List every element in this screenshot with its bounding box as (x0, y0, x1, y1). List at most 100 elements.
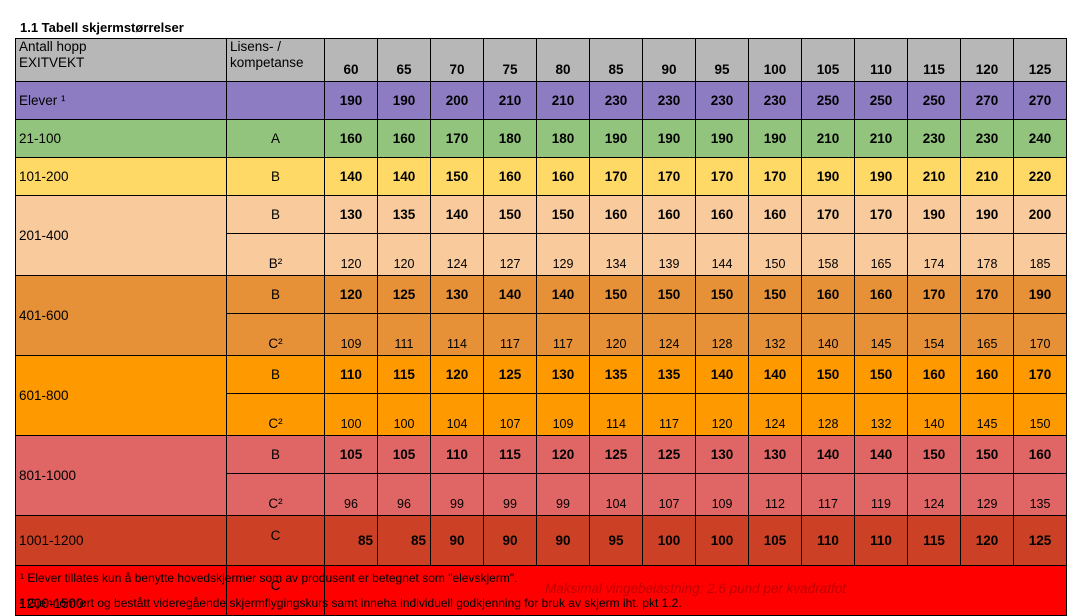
size-value-cell: 124 (748, 393, 802, 436)
size-value-cell: 99 (536, 473, 590, 516)
size-value-cell: 117 (483, 313, 537, 356)
range-cell: 801-1000 (15, 435, 227, 516)
size-value-cell: 145 (854, 313, 908, 356)
size-value-cell: 165 (854, 233, 908, 276)
size-value-cell: 105 (748, 515, 802, 566)
range-cell: 1001-1200 (15, 515, 227, 566)
size-value-cell: 90 (483, 515, 537, 566)
size-value-cell: 170 (1013, 355, 1067, 394)
size-value-cell: 132 (748, 313, 802, 356)
header-weight: 90 (642, 38, 696, 82)
header-license: Lisens- / kompetanse (226, 38, 325, 82)
size-value-cell: 150 (801, 355, 855, 394)
size-value-cell: 150 (1013, 393, 1067, 436)
size-value-cell: 100 (695, 515, 749, 566)
size-value-cell: 140 (536, 275, 590, 314)
license-cell: C² (226, 473, 325, 516)
size-value-cell: 160 (801, 275, 855, 314)
header-weight: 65 (377, 38, 431, 82)
size-value-cell: 139 (642, 233, 696, 276)
license-cell: C² (226, 313, 325, 356)
size-value-cell: 96 (377, 473, 431, 516)
size-value-cell: 144 (695, 233, 749, 276)
license-cell: B (226, 355, 325, 394)
table-row: 1001-1200 C 85 85 90 90 90 95 100 100 105 110 110 115… (15, 515, 1067, 566)
size-value-cell: 190 (1013, 275, 1067, 314)
size-value-cell: 160 (536, 157, 590, 196)
license-cell: B (226, 275, 325, 314)
size-value-cell: 170 (854, 195, 908, 234)
size-value-cell: 110 (854, 515, 908, 566)
size-value-cell: 107 (483, 393, 537, 436)
size-value-cell: 200 (430, 81, 484, 120)
table-row: Elever ¹ 190 190 200 210 210 230 230 230 230 250 25… (15, 81, 1067, 120)
size-value-cell: 99 (430, 473, 484, 516)
size-value-cell: 99 (483, 473, 537, 516)
header-weight: 100 (748, 38, 802, 82)
size-value-cell: 104 (589, 473, 643, 516)
size-value-cell: 129 (960, 473, 1014, 516)
footnote-1: ¹ Elever tillates kun å benytte hovedskj… (20, 571, 518, 585)
size-value-cell: 158 (801, 233, 855, 276)
size-value-cell: 140 (907, 393, 961, 436)
size-value-cell: 185 (1013, 233, 1067, 276)
size-value-cell: 170 (642, 157, 696, 196)
size-value-cell: 165 (960, 313, 1014, 356)
table-row: 401-600 B 120 125 130 140 140 150 150 150 150 160 16… (15, 275, 1067, 356)
size-value-cell: 85 (377, 515, 431, 566)
size-value-cell: 130 (695, 435, 749, 474)
size-value-cell: 270 (1013, 81, 1067, 120)
size-value-cell: 250 (907, 81, 961, 120)
header-weight: 125 (1013, 38, 1067, 82)
size-value-cell: 124 (907, 473, 961, 516)
license-cell: B² (226, 233, 325, 276)
size-value-cell: 150 (642, 275, 696, 314)
size-value-cell: 125 (1013, 515, 1067, 566)
size-value-cell: 140 (801, 435, 855, 474)
size-value-cell: 210 (854, 119, 908, 158)
size-value-cell: 180 (536, 119, 590, 158)
header-weight: 80 (536, 38, 590, 82)
size-value-cell: 115 (483, 435, 537, 474)
header-range-line2: EXITVEKT (19, 55, 85, 70)
size-value-cell: 250 (801, 81, 855, 120)
size-value-cell: 210 (801, 119, 855, 158)
size-value-cell: 150 (430, 157, 484, 196)
size-value-cell: 105 (377, 435, 431, 474)
size-value-cell: 145 (960, 393, 1014, 436)
size-value-cell: 270 (960, 81, 1014, 120)
size-value-cell: 134 (589, 233, 643, 276)
size-value-cell: 170 (960, 275, 1014, 314)
size-value-cell: 110 (324, 355, 378, 394)
size-value-cell: 160 (748, 195, 802, 234)
size-value-cell: 230 (960, 119, 1014, 158)
size-value-cell: 160 (695, 195, 749, 234)
size-value-cell: 105 (324, 435, 378, 474)
size-value-cell: 200 (1013, 195, 1067, 234)
canopy-size-table: Antall hopp EXITVEKT Lisens- / kompetans… (15, 38, 1067, 616)
size-value-cell: 190 (854, 157, 908, 196)
size-value-cell: 132 (854, 393, 908, 436)
size-value-cell: 120 (960, 515, 1014, 566)
size-value-cell: 170 (1013, 313, 1067, 356)
size-value-cell: 230 (589, 81, 643, 120)
header-weight: 75 (483, 38, 537, 82)
size-value-cell: 107 (642, 473, 696, 516)
header-range-line1: Antall hopp (19, 39, 87, 54)
table-row: 21-100 A 160 160 170 180 180 190 190 190 190 210 210… (15, 119, 1067, 158)
size-value-cell: 125 (377, 275, 431, 314)
size-value-cell: 100 (377, 393, 431, 436)
size-value-cell: 140 (801, 313, 855, 356)
header-weight: 120 (960, 38, 1014, 82)
size-value-cell: 170 (695, 157, 749, 196)
header-weight: 110 (854, 38, 908, 82)
size-value-cell: 120 (695, 393, 749, 436)
size-value-cell: 129 (536, 233, 590, 276)
range-cell: 201-400 (15, 195, 227, 276)
size-value-cell: 190 (324, 81, 378, 120)
header-weight: 60 (324, 38, 378, 82)
size-value-cell: 111 (377, 313, 431, 356)
size-value-cell: 130 (324, 195, 378, 234)
size-value-cell: 210 (907, 157, 961, 196)
size-value-cell: 160 (589, 195, 643, 234)
